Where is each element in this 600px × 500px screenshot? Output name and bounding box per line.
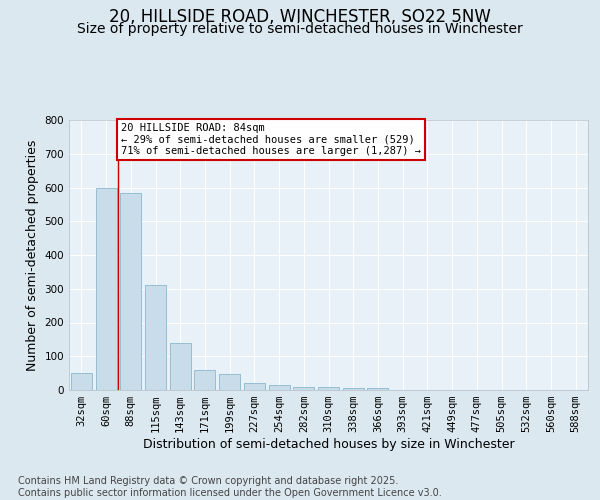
- Bar: [269, 385, 290, 390]
- Bar: [145, 286, 166, 390]
- Bar: [170, 343, 191, 390]
- Y-axis label: Number of semi-detached properties: Number of semi-detached properties: [26, 140, 39, 370]
- Text: 20 HILLSIDE ROAD: 84sqm
← 29% of semi-detached houses are smaller (529)
71% of s: 20 HILLSIDE ROAD: 84sqm ← 29% of semi-de…: [121, 122, 421, 156]
- Text: 20, HILLSIDE ROAD, WINCHESTER, SO22 5NW: 20, HILLSIDE ROAD, WINCHESTER, SO22 5NW: [109, 8, 491, 26]
- Bar: [120, 192, 141, 390]
- Bar: [194, 370, 215, 390]
- Bar: [293, 386, 314, 390]
- Bar: [318, 386, 339, 390]
- X-axis label: Distribution of semi-detached houses by size in Winchester: Distribution of semi-detached houses by …: [143, 438, 514, 451]
- Text: Size of property relative to semi-detached houses in Winchester: Size of property relative to semi-detach…: [77, 22, 523, 36]
- Bar: [219, 374, 240, 390]
- Bar: [244, 383, 265, 390]
- Bar: [343, 388, 364, 390]
- Bar: [95, 188, 116, 390]
- Text: Contains HM Land Registry data © Crown copyright and database right 2025.
Contai: Contains HM Land Registry data © Crown c…: [18, 476, 442, 498]
- Bar: [367, 388, 388, 390]
- Bar: [71, 373, 92, 390]
